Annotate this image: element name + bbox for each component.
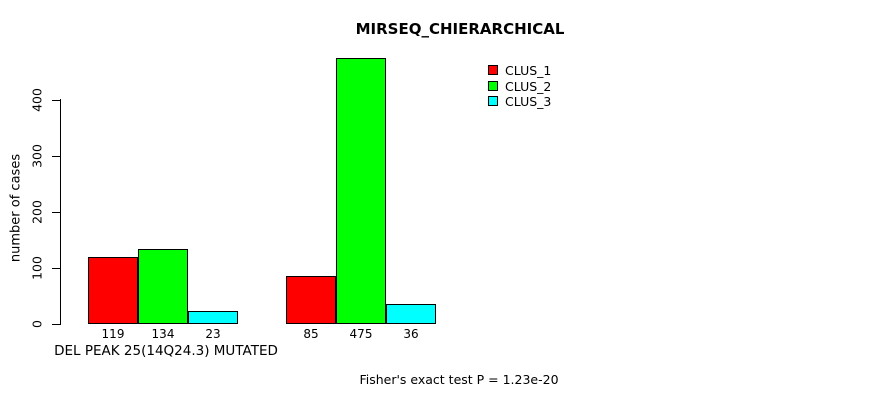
y-tick-label: 200 (29, 200, 45, 224)
bar-clus_2-group1 (138, 248, 188, 324)
x-axis-label: DEL PEAK 25(14Q24.3) MUTATED (54, 343, 278, 359)
bar-value-label: 36 (403, 327, 419, 341)
y-tick-label: 400 (29, 88, 45, 112)
y-axis-label: number of cases (8, 153, 24, 263)
bar-clus_2-group2 (336, 58, 386, 324)
y-tick-label: 0 (29, 320, 45, 328)
y-axis-line (60, 99, 61, 325)
legend-swatch-clus_1 (488, 65, 498, 75)
annotation-text: Fisher's exact test P = 1.23e-20 (359, 372, 559, 387)
legend-swatch-clus_3 (488, 96, 498, 106)
legend-label-clus_2: CLUS_2 (505, 78, 552, 94)
bar-clus_1-group2 (286, 276, 336, 324)
y-tick-mark (52, 211, 60, 213)
y-tick-label: 300 (29, 144, 45, 168)
bar-clus_3-group2 (386, 303, 436, 324)
bar-value-label: 134 (151, 327, 175, 341)
chart-title: MIRSEQ_CHIERARCHICAL (355, 20, 565, 38)
bar-value-label: 475 (349, 327, 373, 341)
bar-clus_1-group1 (88, 257, 138, 324)
y-tick-mark (52, 155, 60, 157)
bar-value-label: 119 (101, 327, 125, 341)
y-tick-label: 100 (29, 256, 45, 280)
y-tick-mark (52, 323, 60, 325)
bar-value-label: 23 (205, 327, 221, 341)
y-tick-mark (52, 267, 60, 269)
y-tick-mark (52, 99, 60, 101)
legend-label-clus_1: CLUS_1 (505, 63, 552, 78)
bar-clus_3-group1 (188, 311, 238, 324)
bar-value-label: 85 (303, 327, 319, 341)
legend-swatch-clus_2 (488, 80, 498, 91)
legend-label-clus_3: CLUS_3 (505, 94, 552, 109)
